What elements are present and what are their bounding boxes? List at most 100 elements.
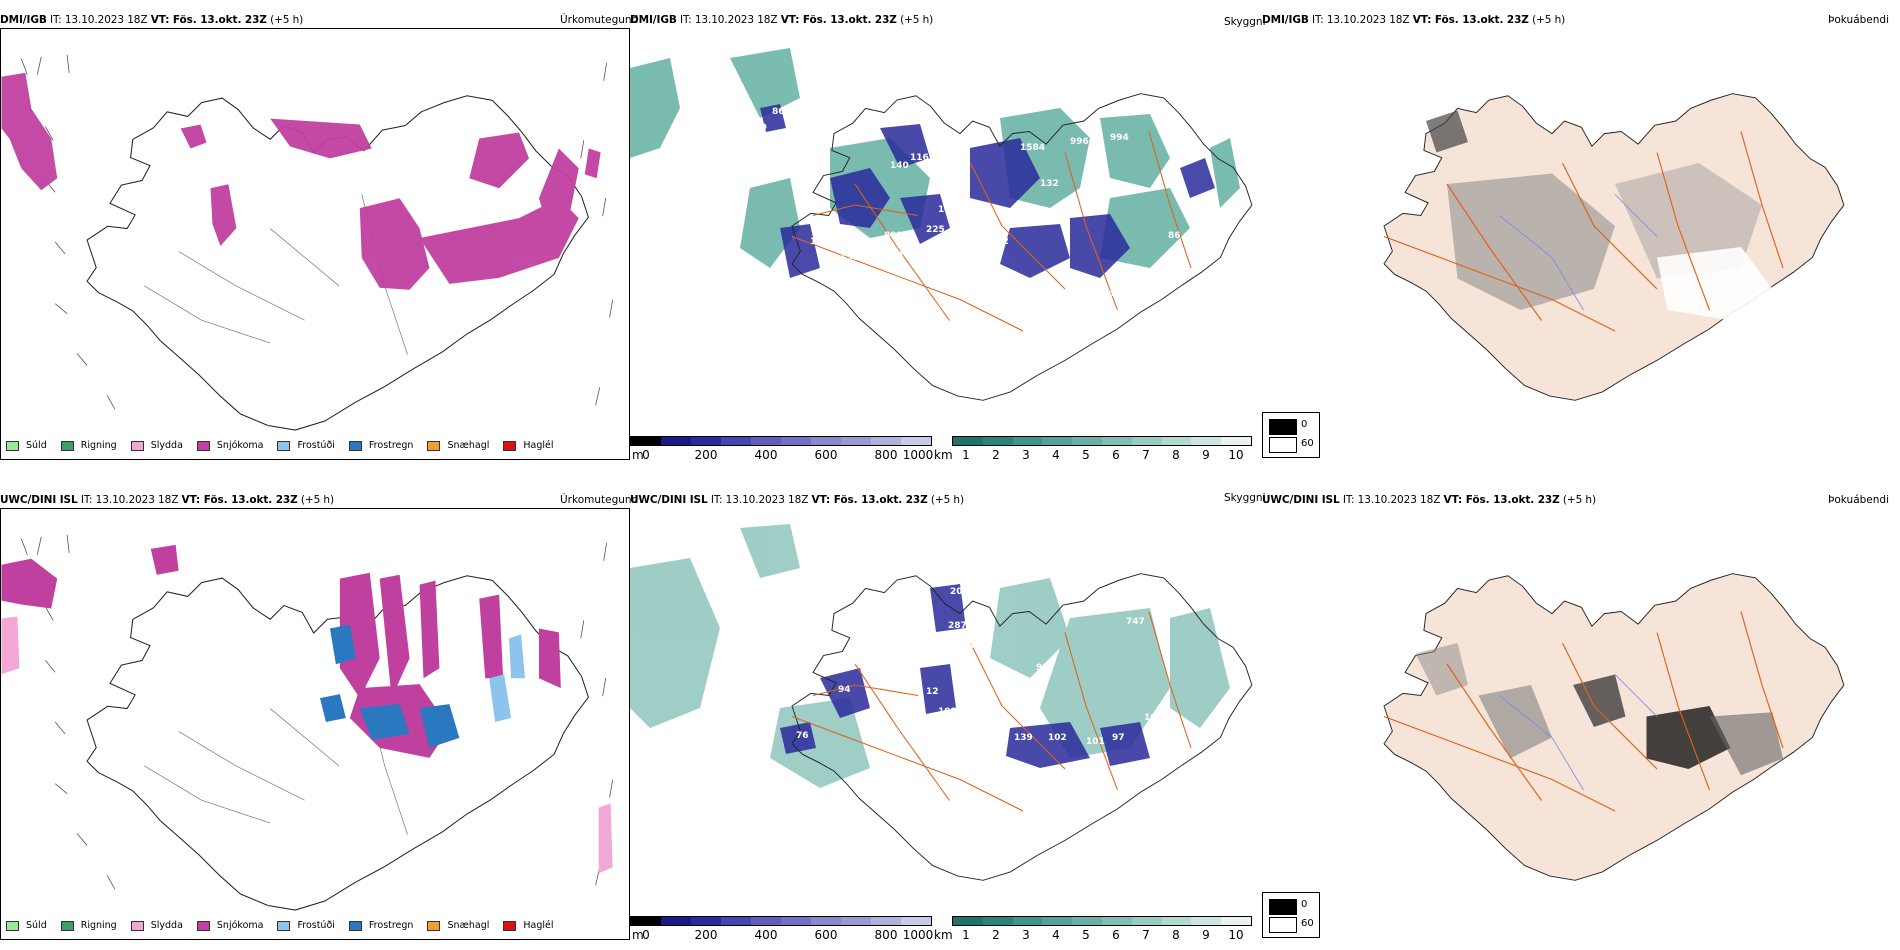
legend-swatch [427,440,441,451]
svg-text:112: 112 [892,251,911,261]
top-fog-header: DMI/IGB IT: 13.10.2023 18Z VT: Fös. 13.o… [1262,14,1566,26]
fog-legend-top: 0 60 [1262,412,1320,458]
init-time: IT: 13.10.2023 18Z [50,14,148,26]
top-precip-map [0,28,630,460]
svg-text:212: 212 [990,237,1009,247]
bottom-vis-map: 200 287 472 72 747 92 139 94 76 12 108 1… [630,524,1253,881]
svg-text:109: 109 [1144,713,1163,723]
legend-item: Súld [6,920,47,931]
visibility-colorbar [952,916,1252,926]
svg-text:103: 103 [1046,289,1065,299]
svg-text:996: 996 [1070,137,1089,147]
svg-text:747: 747 [1126,617,1145,627]
svg-text:123: 123 [1084,291,1103,301]
svg-text:12: 12 [926,687,939,697]
svg-text:72: 72 [980,617,993,627]
snow-areas [1,72,601,290]
bottom-fog-panel: UWC/DINI ISL IT: 13.10.2023 18Z VT: Fös.… [1262,494,1900,942]
bottom-precip-header: UWC/DINI ISL IT: 13.10.2023 18Z VT: Fös.… [0,494,334,506]
bottom-precip-title: Úrkomutegund [560,494,639,506]
ceiling-colorbar [630,436,932,446]
bottom-fog-header: UWC/DINI ISL IT: 13.10.2023 18Z VT: Fös.… [1262,494,1596,506]
svg-text:899: 899 [884,231,903,241]
svg-text:209: 209 [1200,199,1219,209]
legend-swatch [427,920,441,931]
svg-text:472: 472 [968,641,987,651]
top-precip-title: Úrkomutegund [560,14,639,26]
top-visibility-panel: DMI/IGB IT: 13.10.2023 18Z VT: Fös. 13.o… [630,14,1266,462]
top-vis-map: 86 310 140 116 1584 996 994 132 78 212 1… [630,48,1253,401]
svg-text:76: 76 [796,731,809,741]
svg-text:97: 97 [1112,733,1125,743]
svg-text:92: 92 [1036,663,1049,673]
bottom-fog-map [1383,573,1845,881]
svg-text:209: 209 [1134,275,1153,285]
svg-text:140: 140 [890,161,909,171]
svg-text:310: 310 [748,123,767,133]
svg-text:78: 78 [1012,217,1025,227]
legend-swatch [130,440,144,451]
legend-swatch [130,920,144,931]
svg-text:86: 86 [1168,231,1181,241]
legend-item: Frostregn [348,920,413,931]
legend-swatch [503,440,517,451]
svg-text:994: 994 [1110,133,1129,143]
svg-text:287: 287 [948,621,967,631]
svg-text:147: 147 [938,205,957,215]
legend-swatch [277,920,291,931]
legend-item: Rigning [60,920,117,931]
legend-item: Súld [6,440,47,451]
bottom-fog-title: Þokuábendi [1828,494,1889,506]
svg-text:139: 139 [1014,733,1033,743]
bottom-precip-panel: UWC/DINI ISL IT: 13.10.2023 18Z VT: Fös.… [0,494,638,942]
precip-legend-top: Súld Rigning Slydda Snjókoma Frostúði Fr… [6,440,568,451]
legend-item: Slydda [130,440,183,451]
legend-item: Slydda [130,920,183,931]
ceiling-labels-top: 86 310 140 116 1584 996 994 132 78 212 1… [748,107,1219,301]
bottom-visibility-panel: UWC/DINI ISL IT: 13.10.2023 18Z VT: Fös.… [630,492,1266,942]
legend-item: Snjókoma [196,920,263,931]
legend-swatch [277,440,291,451]
svg-text:108: 108 [938,707,957,717]
svg-text:1584: 1584 [1020,143,1045,153]
legend-swatch [503,920,517,931]
svg-text:109: 109 [952,257,971,267]
legend-item: Frostregn [348,440,413,451]
svg-text:159: 159 [990,275,1009,285]
top-vis-header: DMI/IGB IT: 13.10.2023 18Z VT: Fös. 13.o… [630,14,934,26]
svg-text:148: 148 [810,237,829,247]
svg-text:97: 97 [1110,289,1123,299]
svg-text:105: 105 [878,277,897,287]
ceiling-labels-bottom: 200 287 472 72 747 92 139 94 76 12 108 1… [796,587,1163,747]
legend-swatch [196,920,210,931]
svg-text:137: 137 [840,253,859,263]
svg-text:225: 225 [926,225,945,235]
svg-text:139: 139 [1014,683,1033,693]
bottom-vis-title: Skyggni [1224,492,1266,504]
top-vis-title: Skyggni [1224,16,1266,28]
legend-item: Haglél [503,920,554,931]
lead-time: (+5 h) [270,14,304,26]
visibility-colorbar [952,436,1252,446]
valid-time: VT: Fös. 13.okt. 23Z [150,14,267,26]
precip-legend-bottom: Súld Rigning Slydda Snjókoma Frostúði Fr… [6,920,568,931]
svg-text:94: 94 [838,685,851,695]
wind-barbs [20,54,614,459]
legend-item: Snæhagl [427,920,489,931]
svg-text:132: 132 [1040,179,1059,189]
legend-item: Snjókoma [196,440,263,451]
svg-text:101: 101 [1086,737,1105,747]
legend-item: Haglél [503,440,554,451]
top-fog-panel: DMI/IGB IT: 13.10.2023 18Z VT: Fös. 13.o… [1262,14,1900,462]
svg-text:150: 150 [992,723,1011,733]
legend-item: Snæhagl [427,440,489,451]
legend-swatch [348,440,362,451]
legend-swatch [6,920,19,931]
top-precip-panel: DMI/IGB IT: 13.10.2023 18Z VT: Fös. 13.o… [0,14,638,462]
model-name: DMI/IGB [0,14,47,26]
legend-item: Frostúði [277,440,335,451]
legend-swatch [196,440,210,451]
legend-item: Frostúði [277,920,335,931]
legend-swatch [6,440,19,451]
svg-text:86: 86 [772,107,785,117]
